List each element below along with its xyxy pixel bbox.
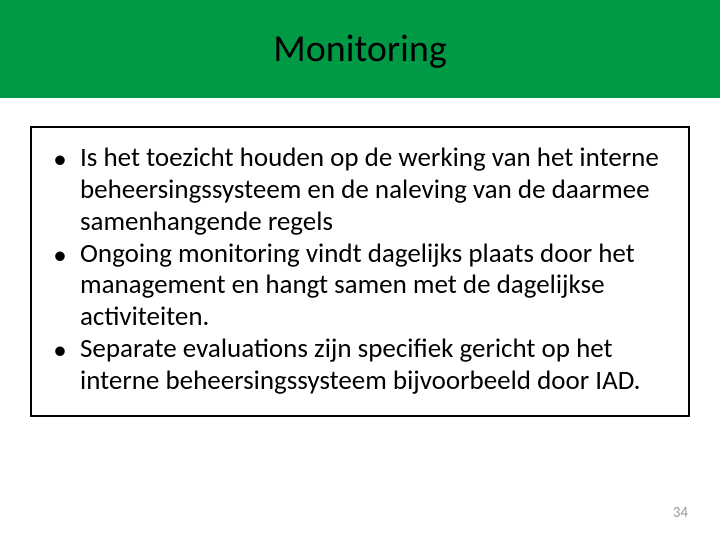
list-item: • Separate evaluations zijn specifiek ge… — [40, 333, 680, 397]
header-bar: Monitoring — [0, 0, 720, 98]
list-item: • Is het toezicht houden op de werking v… — [40, 142, 680, 238]
bullet-text: Is het toezicht houden op de werking van… — [80, 142, 680, 238]
bullet-marker-icon: • — [40, 142, 80, 176]
bullet-list: • Is het toezicht houden op de werking v… — [40, 142, 680, 397]
content-box: • Is het toezicht houden op de werking v… — [30, 126, 690, 417]
bullet-text: Ongoing monitoring vindt dagelijks plaat… — [80, 238, 680, 334]
page-number: 34 — [673, 504, 688, 522]
list-item: • Ongoing monitoring vindt dagelijks pla… — [40, 238, 680, 334]
bullet-marker-icon: • — [40, 238, 80, 272]
slide-title: Monitoring — [273, 26, 446, 72]
bullet-marker-icon: • — [40, 333, 80, 367]
bullet-text: Separate evaluations zijn specifiek geri… — [80, 333, 680, 397]
